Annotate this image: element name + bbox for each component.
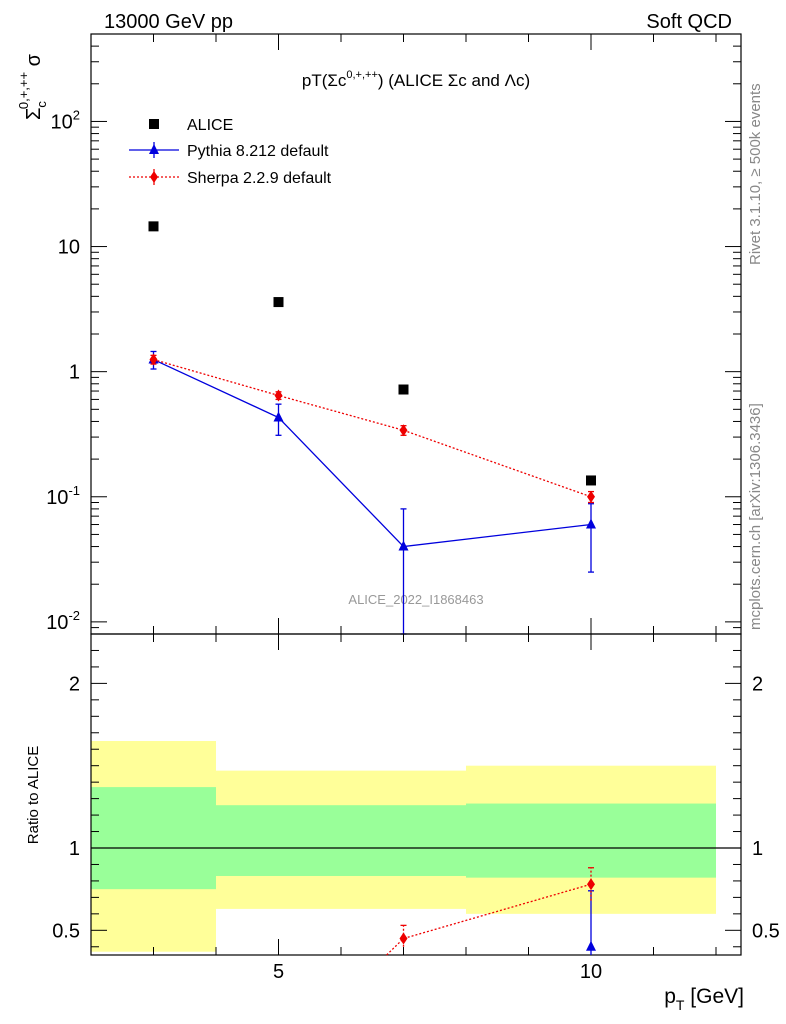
legend-label: Pythia 8.212 default (187, 143, 329, 160)
ratio-tick-label-left: 2 (69, 673, 80, 695)
uncertainty-band-inner (466, 803, 716, 878)
ratio-tick-label-right: 2 (752, 673, 763, 695)
data-point-triangle (398, 540, 409, 551)
mcplots-reference-label: mcplots.cern.ch [arXiv:1306.3436] (747, 403, 764, 630)
y-axis-label: Σc0,+,++ σ (16, 53, 49, 120)
uncertainty-band-inner (341, 805, 466, 876)
data-point-diamond (274, 389, 283, 402)
data-point-diamond (150, 171, 158, 183)
ratio-axis-label: Ratio to ALICE (25, 746, 42, 844)
ratio-series (386, 867, 596, 956)
ratio-frame (90, 633, 742, 956)
legend-label: Sherpa 2.2.9 default (187, 170, 332, 187)
ratio-tick-label-right: 0.5 (752, 920, 780, 942)
data-point-diamond (149, 353, 158, 366)
data-point-square (398, 384, 409, 395)
data-point-triangle (149, 144, 159, 154)
data-point-diamond (587, 490, 595, 503)
ratio-panel (91, 741, 741, 952)
plot-title: pT(Σc0,+,++) (ALICE Σc and Λc) (302, 69, 530, 90)
upper-series (148, 221, 596, 635)
y-tick-label: 10-2 (46, 608, 80, 634)
series-line (153, 358, 592, 498)
legend: ALICE Pythia 8.212 default Sherpa 2.2.9 de… (129, 117, 332, 187)
x-tick-label: 10 (580, 961, 602, 983)
ratio-tick-label-left: 1 (69, 838, 80, 860)
data-point-square (148, 221, 159, 232)
header-collision-label: 13000 GeV pp (104, 11, 233, 33)
y-tick-label: 10-1 (46, 483, 80, 509)
data-point-square (586, 475, 596, 486)
legend-label: ALICE (187, 117, 233, 134)
data-point-square (149, 119, 159, 129)
ratio-tick-label-left: 0.5 (52, 920, 80, 942)
rivet-version-label: Rivet 3.1.10, ≥ 500k events (747, 83, 764, 265)
data-point-square (273, 297, 284, 308)
ratio-series-line (386, 883, 592, 956)
y-tick-label: 10 (58, 237, 80, 259)
y-tick-label: 102 (51, 107, 80, 133)
data-point-triangle (586, 518, 596, 529)
series-line (153, 358, 592, 548)
y-tick-label: 1 (69, 362, 80, 384)
analysis-watermark: ALICE_2022_I1868463 (348, 592, 483, 607)
header-process-label: Soft QCD (646, 11, 732, 33)
data-point-diamond (399, 932, 408, 945)
x-axis-label: pT [GeV] (664, 985, 744, 1013)
data-point-triangle (273, 411, 284, 422)
ratio-tick-label-right: 1 (752, 838, 763, 860)
x-tick-label: 5 (273, 961, 284, 983)
uncertainty-band-inner (91, 787, 216, 890)
data-point-diamond (587, 878, 595, 891)
data-point-triangle (586, 940, 596, 951)
uncertainty-band-inner (216, 805, 341, 876)
data-point-diamond (399, 424, 408, 437)
